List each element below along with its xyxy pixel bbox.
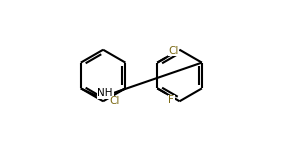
Text: Cl: Cl (109, 96, 120, 106)
Text: NH: NH (97, 88, 113, 98)
Text: F: F (168, 95, 174, 105)
Text: Cl: Cl (168, 46, 179, 56)
